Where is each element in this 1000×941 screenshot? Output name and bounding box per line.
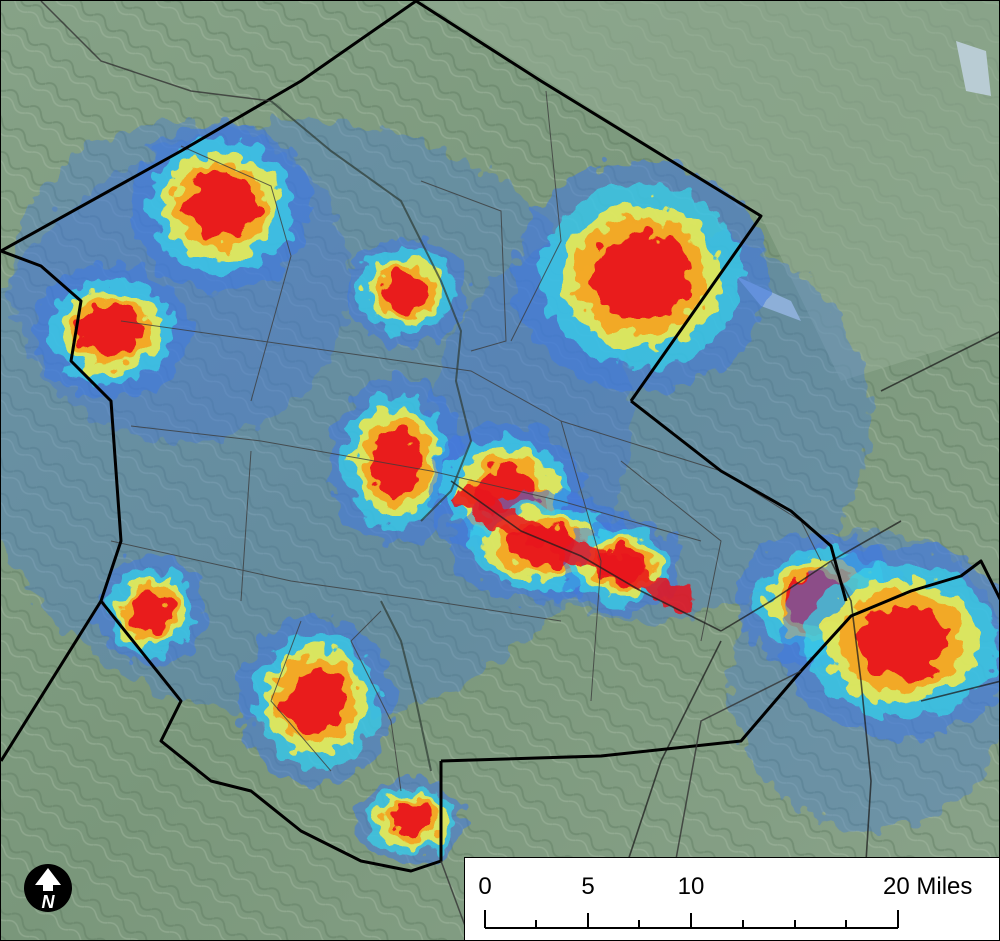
scale-label-0: 0 bbox=[478, 873, 491, 900]
roads bbox=[450, 331, 999, 940]
heat-hotspot bbox=[854, 603, 948, 679]
heat-density-layer bbox=[1, 121, 999, 864]
heat-corridor bbox=[450, 481, 695, 612]
scale-label-20: 20 Miles bbox=[883, 873, 972, 900]
scale-ticks bbox=[484, 910, 899, 929]
heat-hotspot bbox=[185, 173, 257, 239]
scale-bar: 0 5 10 20 Miles bbox=[464, 857, 999, 940]
scale-label-10: 10 bbox=[678, 873, 705, 900]
scale-label-5: 5 bbox=[581, 873, 594, 900]
heat-hotspot bbox=[591, 231, 691, 321]
lake-northeast bbox=[956, 41, 991, 96]
heat-hotspot bbox=[285, 668, 347, 734]
north-arrow-icon: N bbox=[24, 864, 72, 912]
northeast-terrain bbox=[421, 1, 999, 381]
heat-hotspot bbox=[370, 428, 422, 494]
county-boundaries bbox=[1, 1, 999, 873]
scale-bar-graphic: 0 5 10 20 Miles bbox=[478, 873, 972, 929]
heat-hotspot bbox=[129, 589, 173, 633]
north-letter: N bbox=[42, 892, 56, 912]
heat-hotspot bbox=[389, 804, 433, 838]
heat-hotspot bbox=[382, 269, 430, 313]
north-arrow: N bbox=[23, 863, 73, 913]
rivers bbox=[270, 100, 473, 772]
heat-hotspot bbox=[80, 305, 142, 357]
municipal-boundaries bbox=[110, 90, 822, 792]
